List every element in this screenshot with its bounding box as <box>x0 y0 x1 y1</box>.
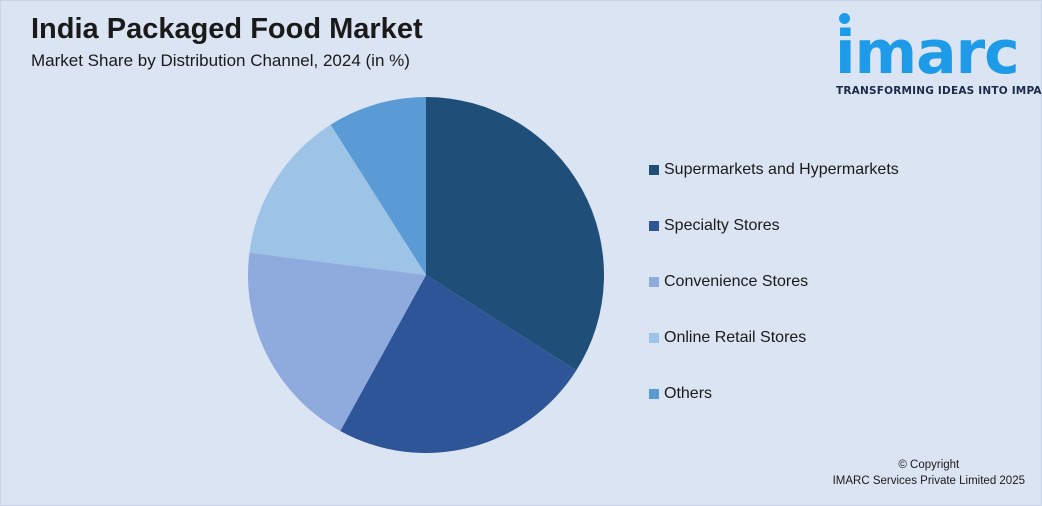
legend-label: Convenience Stores <box>664 273 809 290</box>
legend-label: Supermarkets and Hypermarkets <box>664 161 899 178</box>
legend-swatch <box>649 389 659 399</box>
logo-dot-icon <box>839 13 850 24</box>
legend-swatch <box>649 333 659 343</box>
logo-tagline: TRANSFORMING IDEAS INTO IMPACT <box>836 85 1042 97</box>
copyright-line: © Copyright <box>898 459 960 471</box>
imarc-logo: imarc TRANSFORMING IDEAS INTO IMPACT <box>831 9 1042 99</box>
chart-title: India Packaged Food Market <box>31 13 423 45</box>
copyright-notice: © Copyright IMARC Services Private Limit… <box>833 457 1025 489</box>
copyright-owner: IMARC Services Private Limited 2025 <box>832 475 1025 487</box>
legend-label: Specialty Stores <box>664 217 780 234</box>
pie-slice-others <box>330 97 426 275</box>
pie-slice-online-retail-stores <box>249 124 426 275</box>
legend-item: Online Retail Stores <box>649 328 899 348</box>
chart-subtitle: Market Share by Distribution Channel, 20… <box>31 51 410 70</box>
legend-item: Convenience Stores <box>649 272 899 292</box>
legend-item: Specialty Stores <box>649 216 899 236</box>
chart-legend: Supermarkets and Hypermarkets Specialty S… <box>649 160 899 440</box>
legend-item: Others <box>649 384 899 404</box>
pie-slice-convenience-stores <box>248 252 426 431</box>
pie-chart <box>248 97 604 453</box>
legend-swatch <box>649 221 659 231</box>
legend-label: Online Retail Stores <box>664 329 807 346</box>
legend-swatch <box>649 165 659 175</box>
legend-swatch <box>649 277 659 287</box>
pie-slice-supermarkets-and-hypermarkets <box>426 97 604 371</box>
pie-slice-specialty-stores <box>340 275 577 453</box>
legend-item: Supermarkets and Hypermarkets <box>649 160 899 180</box>
legend-label: Others <box>664 385 713 402</box>
logo-wordmark: imarc <box>835 18 1020 88</box>
